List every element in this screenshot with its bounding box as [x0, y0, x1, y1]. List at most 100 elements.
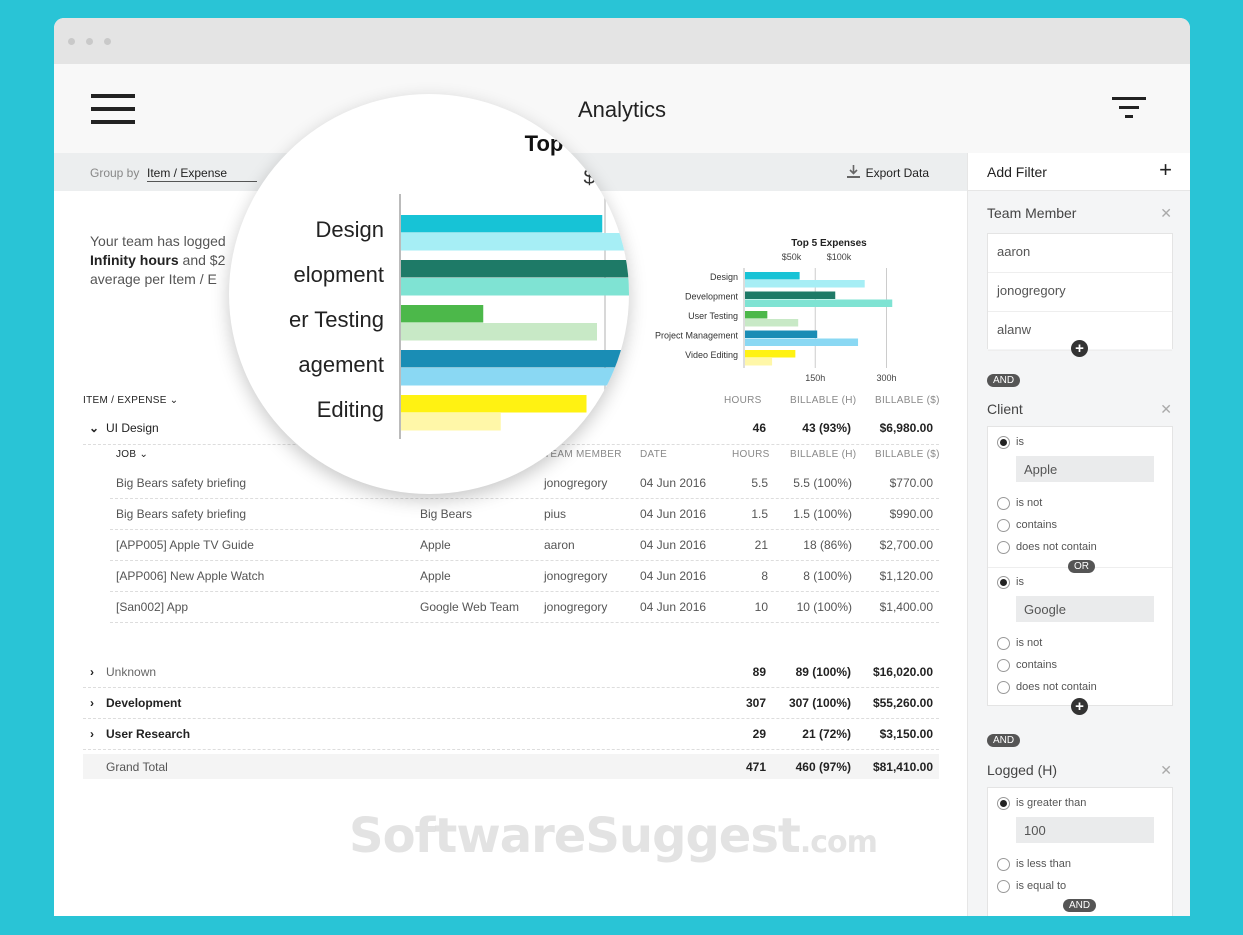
- chart-bar: [745, 338, 859, 346]
- job-job-cell: Big Bears safety briefing: [116, 476, 247, 490]
- sub-billable-dollars-header: BILLABLE ($): [875, 449, 940, 460]
- add-filter-label: Add Filter: [987, 164, 1047, 180]
- client-value-input[interactable]: [1016, 456, 1154, 482]
- job-client-cell: Apple: [420, 569, 451, 583]
- job-job-cell: Big Bears safety briefing: [116, 507, 247, 521]
- team-member-item[interactable]: jonogregory: [988, 273, 1172, 312]
- hours-header: HOURS: [724, 395, 762, 406]
- job-hours-cell: 10: [754, 600, 768, 614]
- job-billable-dollars-cell: $770.00: [889, 476, 933, 490]
- chart-bar: [745, 311, 768, 319]
- group-row[interactable]: › Development 307 307 (100%) $55,260.00: [83, 688, 939, 719]
- chart-bar: [745, 319, 799, 327]
- job-date-cell: 04 Jun 2016: [640, 507, 707, 521]
- sub-hours-header: HOURS: [732, 449, 770, 460]
- summary-line-1: Your team has logged: [90, 233, 226, 249]
- magnified-chart-bar: [401, 260, 629, 278]
- job-billable-dollars-cell: $2,700.00: [879, 538, 933, 552]
- job-row[interactable]: Big Bears safety briefing Big Bears pius 04…: [110, 499, 939, 530]
- job-hours-cell: 8: [761, 569, 768, 583]
- chart-top-tick: $50k: [782, 252, 802, 262]
- group-by-label: Group by: [90, 166, 140, 180]
- group-billable-d-cell: $16,020.00: [872, 665, 933, 679]
- filter-sidebar: Add Filter + Team Member ✕ aaron jonogre…: [967, 153, 1190, 916]
- client-contains-radio[interactable]: [997, 519, 1010, 532]
- add-client-condition-icon[interactable]: +: [1071, 698, 1088, 715]
- chart-bottom-tick: 150h: [805, 373, 825, 383]
- job-client-cell: Big Bears: [420, 507, 473, 521]
- chart-category-label: Project Management: [655, 331, 739, 341]
- group-hours-cell: 29: [752, 727, 766, 741]
- remove-team-member-filter-icon[interactable]: ✕: [1160, 205, 1172, 221]
- chart-bar: [745, 291, 836, 299]
- chart-magnifier: Top$50150Designelopmenter Testingagement…: [229, 94, 629, 494]
- group-by-select[interactable]: Item / Expense: [147, 166, 257, 182]
- chart-title: Top 5 Expenses: [791, 238, 867, 249]
- job-billable-hours-cell: 18 (86%): [803, 538, 852, 552]
- client-does-not-contain-radio[interactable]: [997, 681, 1010, 694]
- job-header[interactable]: JOB ⌄: [116, 449, 149, 460]
- remove-client-filter-icon[interactable]: ✕: [1160, 401, 1172, 417]
- client-does-not-contain-radio[interactable]: [997, 541, 1010, 554]
- summary-text: Your team has logged Infinity hours and …: [90, 232, 240, 289]
- job-date-cell: 04 Jun 2016: [640, 476, 707, 490]
- top-expenses-chart: Top 5 Expenses $50k $100k 150h 300h Design Dev…: [634, 216, 944, 383]
- job-member-cell: aaron: [544, 538, 575, 552]
- group-row[interactable]: › Unknown 89 89 (100%) $16,020.00: [83, 657, 939, 688]
- filter-icon[interactable]: [1112, 97, 1146, 121]
- watermark: SoftwareSuggest.com: [349, 808, 878, 864]
- add-filter-plus-icon[interactable]: +: [1159, 157, 1172, 182]
- logged-equal-to-radio[interactable]: [997, 880, 1010, 893]
- job-row[interactable]: Big Bears safety briefing jonogregory 04 J…: [110, 468, 939, 499]
- client-is-not-radio[interactable]: [997, 637, 1010, 650]
- client-is-radio[interactable]: [997, 436, 1010, 449]
- logged-greater-than-radio[interactable]: [997, 797, 1010, 810]
- and-badge: AND: [987, 734, 1021, 747]
- group-hours-cell: 307: [745, 696, 766, 710]
- app-window: Analytics Group by Item / Expense Export…: [54, 18, 1190, 916]
- chart-bar: [745, 299, 893, 307]
- remove-logged-filter-icon[interactable]: ✕: [1160, 762, 1172, 778]
- job-row[interactable]: [APP006] New Apple Watch Apple jonogregory…: [110, 561, 939, 592]
- magnified-category-label: Design: [316, 217, 384, 242]
- job-hours-cell: 21: [754, 538, 768, 552]
- job-billable-hours-cell: 1.5 (100%): [793, 507, 852, 521]
- chart-bar: [745, 358, 773, 366]
- add-team-member-icon[interactable]: +: [1071, 340, 1088, 357]
- top-expenses-chart-svg: Top 5 Expenses $50k $100k 150h 300h Design Dev…: [655, 238, 897, 383]
- client-is-not-radio[interactable]: [997, 497, 1010, 510]
- magnified-chart-svg: Top$50150Designelopmenter Testingagement…: [289, 131, 629, 472]
- job-hours-cell: 5.5: [751, 476, 768, 490]
- job-member-cell: jonogregory: [544, 600, 608, 614]
- export-data-button[interactable]: Export Data: [846, 165, 929, 180]
- team-member-list: aaron jonogregory alanw: [987, 233, 1173, 351]
- job-client-cell: Google Web Team: [420, 600, 519, 614]
- job-member-cell: pius: [544, 507, 567, 521]
- logged-less-than-radio[interactable]: [997, 858, 1010, 871]
- group-row[interactable]: › User Research 29 21 (72%) $3,150.00: [83, 719, 939, 750]
- chart-bar: [745, 350, 796, 358]
- chevron-right-icon: ›: [90, 696, 94, 710]
- team-member-title: Team Member: [987, 205, 1077, 221]
- client-is-radio[interactable]: [997, 576, 1010, 589]
- job-row[interactable]: [San002] App Google Web Team jonogregory 04…: [110, 592, 939, 623]
- item-expense-header[interactable]: ITEM / EXPENSE ⌄: [83, 395, 179, 406]
- group-name-cell: Unknown: [106, 665, 157, 679]
- job-date-cell: 04 Jun 2016: [640, 569, 707, 583]
- job-billable-hours-cell: 5.5 (100%): [793, 476, 852, 490]
- team-member-item[interactable]: aaron: [988, 234, 1172, 273]
- summary-hours: Infinity hours: [90, 252, 179, 268]
- magnified-chart-bar: [401, 215, 603, 233]
- magnified-chart-bar: [401, 233, 629, 251]
- client-value-input[interactable]: [1016, 596, 1154, 622]
- chevron-right-icon: ›: [90, 665, 94, 679]
- logged-value-input[interactable]: [1016, 817, 1154, 843]
- chart-top-tick: $100k: [827, 252, 852, 262]
- job-row[interactable]: [APP005] Apple TV Guide Apple aaron 04 Jun …: [110, 530, 939, 561]
- logged-hours-title: Logged (H): [987, 762, 1058, 778]
- sub-billable-hours-header: BILLABLE (H): [790, 449, 857, 460]
- client-contains-radio[interactable]: [997, 659, 1010, 672]
- magnified-chart-bar: [401, 278, 629, 296]
- hamburger-menu-icon[interactable]: [91, 94, 135, 124]
- group-hours-cell: 89: [752, 665, 766, 679]
